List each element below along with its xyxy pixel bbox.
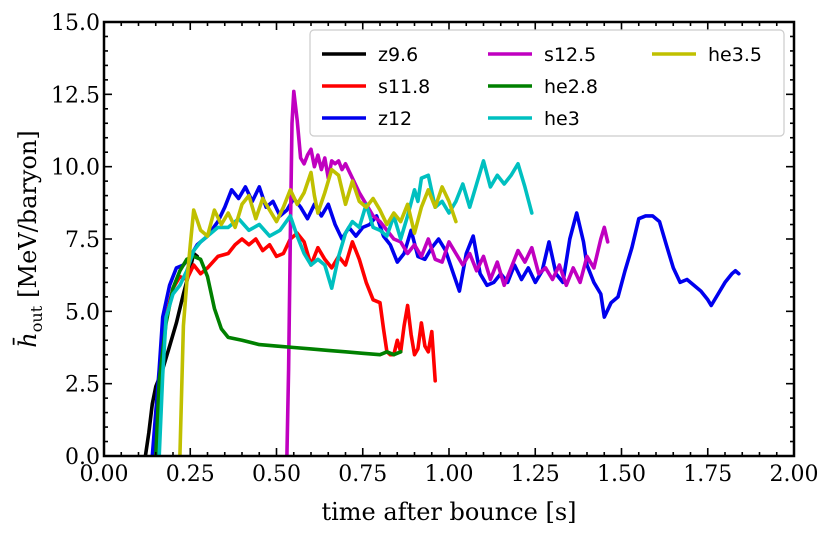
x-axis-label: time after bounce [s] [321, 498, 576, 526]
y-tick-label: 10.0 [51, 156, 100, 181]
x-tick-label: 1.50 [597, 462, 646, 487]
y-axis-symbol: h̄ [13, 332, 42, 347]
y-tick-label: 12.5 [51, 83, 100, 108]
legend-label-he3: he3 [544, 108, 580, 130]
svg-text:h̄out[MeV/baryon]: h̄out [MeV/baryon] [13, 130, 46, 347]
legend: z9.6 s11.8 z12 s12.5 he2.8 he3 he3.5 [309, 29, 785, 137]
series-line-he2-8 [154, 254, 403, 456]
legend-label-s11-8: s11.8 [378, 76, 430, 98]
x-tick-label: 0.00 [80, 462, 129, 487]
x-tick-label: 1.75 [683, 462, 732, 487]
legend-label-he3-5: he3.5 [708, 44, 762, 66]
y-axis-subscript: out [27, 305, 46, 332]
x-tick-label: 1.00 [425, 462, 474, 487]
series-line-s11-8 [154, 231, 437, 456]
plot-frame [102, 20, 796, 458]
legend-label-he2-8: he2.8 [544, 76, 598, 98]
y-tick-label: 5.0 [65, 300, 100, 325]
x-tick-label: 1.25 [511, 462, 560, 487]
legend-label-z9-6: z9.6 [378, 44, 418, 66]
series-line-z12 [150, 185, 741, 456]
series-line-z9-6 [143, 251, 199, 456]
series-line-he3-5 [178, 167, 458, 456]
y-tick-label: 7.5 [65, 228, 100, 253]
series-line-s12-5 [285, 89, 610, 456]
x-tick-label: 2.00 [770, 462, 819, 487]
y-axis-unit: [MeV/baryon] [14, 130, 42, 298]
y-axis-label: h̄out [MeV/baryon] [13, 130, 46, 347]
y-tick-label: 2.5 [65, 373, 100, 398]
legend-label-z12: z12 [378, 108, 412, 130]
series-line-he3 [157, 159, 534, 456]
legend-label-s12-5: s12.5 [544, 44, 596, 66]
x-tick-label: 0.25 [166, 462, 215, 487]
y-tick-label: 15.0 [51, 11, 100, 36]
y-tick-label: 0.0 [65, 445, 100, 470]
x-tick-label: 0.75 [338, 462, 387, 487]
legend-box [309, 29, 785, 137]
x-tick-label: 0.50 [252, 462, 301, 487]
